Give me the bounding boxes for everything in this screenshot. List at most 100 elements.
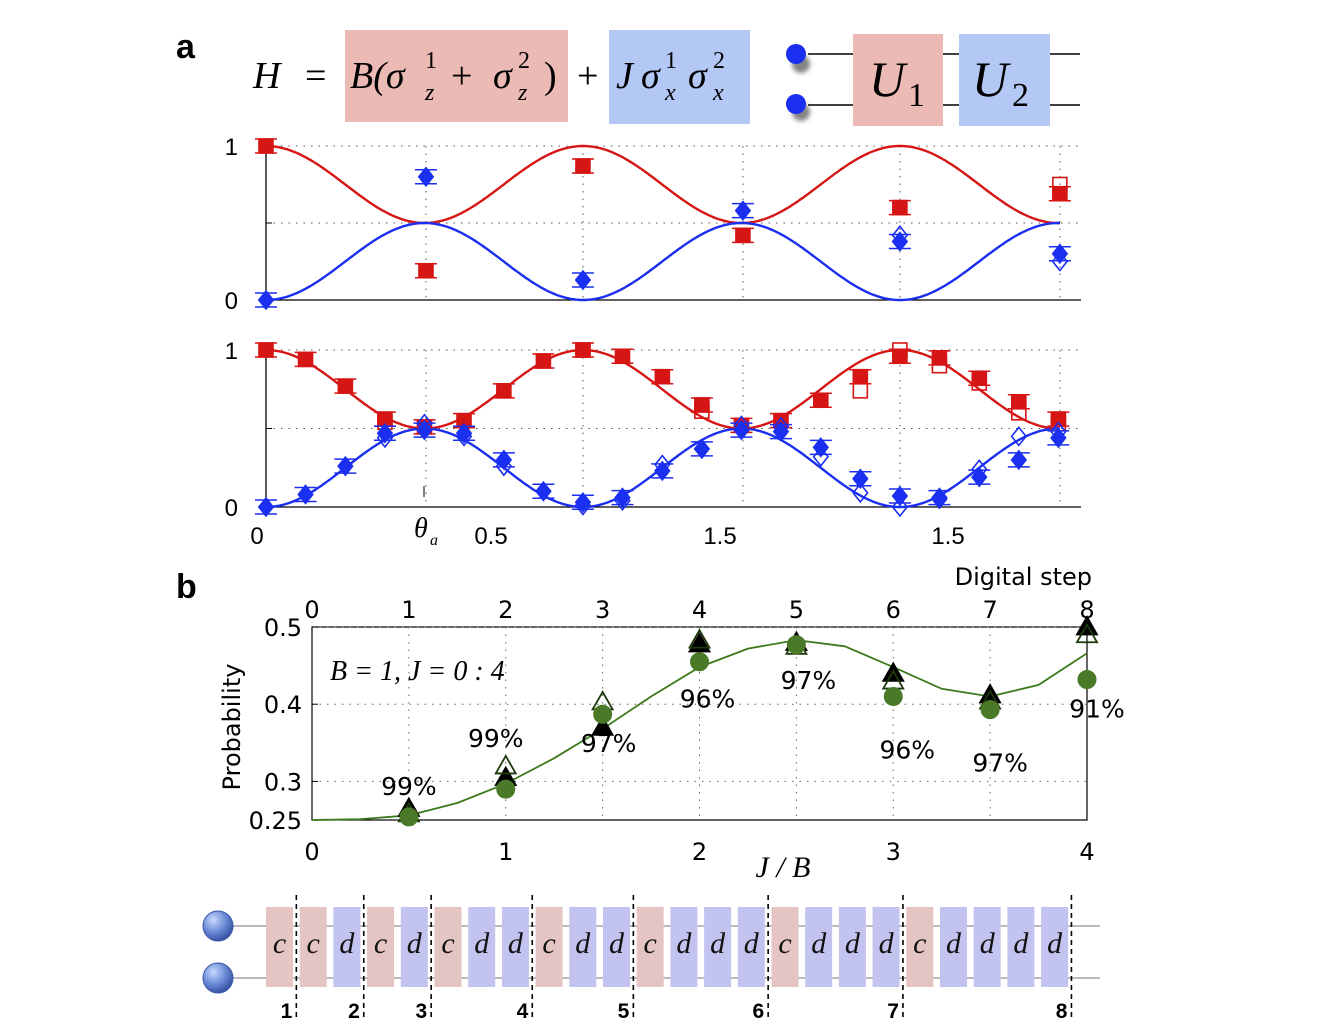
- gate-U2-sub: 2: [1012, 77, 1029, 114]
- data-point-square-open: [575, 342, 591, 358]
- fidelity-label: 97%: [972, 749, 1028, 778]
- data-point-square-filled: [931, 350, 948, 366]
- top-tick-label: 6: [886, 596, 901, 624]
- data-point-square-open: [931, 357, 948, 374]
- x-tick-label: 3: [886, 838, 901, 866]
- data-point-diamond-filled: [495, 449, 513, 471]
- gate-d: [737, 907, 765, 987]
- y-tick-label: 0.3: [264, 768, 302, 796]
- fidelity-label: 91%: [1069, 694, 1125, 723]
- x-tick-label: 4: [1079, 838, 1094, 866]
- equation-term1: B(σ: [350, 55, 406, 97]
- fidelity-label: 99%: [468, 724, 524, 753]
- data-point-diamond-filled: [417, 166, 435, 188]
- x-tick-label: 0.5: [474, 523, 507, 550]
- data-point-square-open: [892, 342, 908, 358]
- data-point-diamond-open: [852, 482, 869, 504]
- gate-d: [973, 907, 1001, 987]
- y-tick-label: 0.25: [249, 807, 302, 835]
- step-label: 4: [517, 1000, 529, 1023]
- data-point-diamond-filled: [455, 422, 473, 444]
- coupling-term-highlight: [609, 30, 750, 124]
- gate-d: [805, 907, 833, 987]
- data-point-diamond-filled: [614, 487, 631, 508]
- step-label: 3: [415, 1000, 427, 1023]
- theory-curve-0: [265, 348, 1060, 430]
- gate-d: [838, 907, 866, 987]
- equation-sigma-x1: σ: [641, 55, 661, 97]
- fidelity-label: 96%: [879, 735, 935, 764]
- gate-d-label: d: [1047, 927, 1063, 960]
- circuit-header: U 1 U 2: [786, 34, 1080, 126]
- gate-c: [299, 907, 327, 987]
- data-point-diamond-open: [1050, 421, 1067, 442]
- x-tick-theta: θ: [414, 513, 428, 544]
- data-point-square-open: [1011, 404, 1027, 421]
- data-point-triangle-open: [494, 754, 518, 775]
- data-point-diamond-filled: [1010, 449, 1028, 471]
- top-tick-label: 1: [401, 596, 416, 624]
- gate-U1-label: U: [869, 51, 908, 107]
- fidelity-label: 99%: [381, 772, 437, 801]
- top-axis-label: Digital step: [955, 563, 1092, 591]
- gate-c-label: c: [644, 927, 657, 960]
- data-point-square-filled: [614, 348, 631, 365]
- equation-sub-x1: x: [664, 80, 676, 106]
- equation-close: ): [544, 55, 557, 97]
- step-label: 5: [618, 1000, 630, 1023]
- gate-d: [1041, 907, 1069, 987]
- gate-d: [940, 907, 967, 987]
- data-point-square-open: [971, 375, 988, 391]
- data-point-diamond-filled: [257, 289, 275, 311]
- x-tick-label: 0: [304, 838, 319, 866]
- gate-c: [266, 907, 293, 987]
- data-point-diamond-open: [1051, 251, 1069, 272]
- data-point-diamond-open: [654, 454, 671, 475]
- gate-d-label: d: [980, 927, 996, 960]
- gate-d: [704, 907, 732, 987]
- gate-c: [434, 907, 462, 987]
- equation-H: H: [252, 55, 283, 97]
- y-axis-label: Probability: [218, 664, 246, 791]
- data-point-diamond-filled: [931, 487, 948, 508]
- equation-sup1: 1: [425, 48, 437, 74]
- gate-d: [1007, 907, 1035, 987]
- equation-plus-inner: +: [451, 55, 472, 97]
- data-point-square-open: [852, 383, 869, 399]
- x-tick-label: 1.5: [931, 523, 964, 550]
- gate-d-label: d: [575, 927, 591, 960]
- gate-c: [367, 907, 395, 987]
- data-point-square-filled: [258, 138, 274, 154]
- data-point-diamond-open: [614, 490, 631, 512]
- data-point-diamond-open: [1010, 426, 1028, 447]
- equation-sup-x1: 1: [665, 48, 677, 74]
- gate-d: [501, 907, 529, 987]
- data-point-diamond-filled: [574, 269, 592, 291]
- gate-c-label: c: [913, 927, 926, 960]
- fidelity-label: 96%: [680, 685, 736, 714]
- data-point-triangle-filled: [978, 683, 1002, 704]
- step-label: 6: [752, 1000, 764, 1023]
- theory-curve-1: [265, 221, 1060, 302]
- gate-d: [569, 907, 597, 987]
- gate-d: [872, 907, 900, 987]
- equation-equals: =: [305, 55, 326, 97]
- data-point-diamond-filled: [852, 468, 869, 490]
- data-point-triangle-filled: [591, 715, 615, 736]
- equation-J: J: [616, 55, 635, 97]
- data-point-circle-filled: [690, 652, 709, 672]
- data-point-circle-filled: [496, 779, 516, 799]
- gate-d-label: d: [879, 927, 895, 960]
- gate-d-label: d: [811, 927, 827, 960]
- equation-sigma-x2: σ: [688, 55, 708, 97]
- top-tick-label: 3: [595, 596, 610, 624]
- gate-d-label: d: [407, 927, 423, 960]
- data-point-square-filled: [535, 353, 552, 369]
- x-tick-label: 1.5: [703, 523, 736, 550]
- data-point-diamond-open: [455, 426, 473, 447]
- panel-label-b: b: [176, 568, 197, 606]
- gate-c-label: c: [441, 927, 454, 960]
- data-point-diamond-filled: [337, 455, 354, 477]
- gate-d-label: d: [474, 927, 490, 960]
- data-point-square-filled: [1050, 411, 1067, 427]
